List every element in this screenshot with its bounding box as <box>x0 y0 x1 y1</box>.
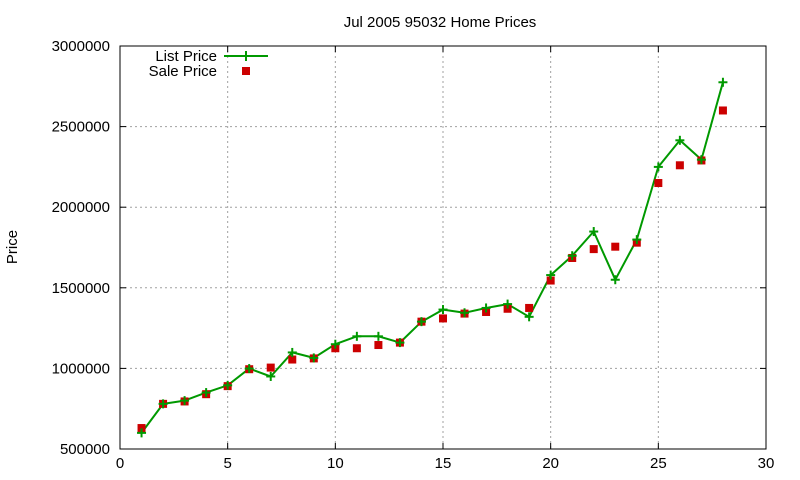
point-sale-price <box>439 314 447 323</box>
plot-frame <box>119 45 767 450</box>
point-sale-price <box>288 355 297 364</box>
point-list-price <box>223 380 233 390</box>
point-list-price <box>137 428 147 438</box>
y-tick-label: 3000000 <box>52 38 110 55</box>
legend-marker-list-price <box>241 51 251 61</box>
point-list-price <box>416 317 426 327</box>
point-list-price <box>481 303 491 313</box>
legend-label-list-price: List Price <box>155 48 217 65</box>
point-list-price <box>438 305 448 315</box>
point-list-price <box>330 339 340 349</box>
y-tick-label: 2500000 <box>52 119 110 136</box>
point-sale-price <box>611 242 620 251</box>
x-tick-label: 0 <box>116 455 124 472</box>
point-list-price <box>395 338 405 348</box>
point-list-price <box>158 399 168 409</box>
point-sale-price <box>546 276 555 285</box>
point-sale-price <box>266 363 275 372</box>
legend-label-sale-price: Sale Price <box>149 63 217 80</box>
point-list-price <box>589 227 599 237</box>
point-list-price <box>373 331 383 341</box>
point-sale-price <box>675 161 684 170</box>
point-list-price <box>352 331 362 341</box>
series-line-list-price <box>140 82 724 434</box>
point-sale-price <box>718 106 727 115</box>
point-list-price <box>524 312 534 322</box>
point-list-price <box>567 251 577 261</box>
point-list-price <box>287 347 297 357</box>
y-tick-label: 1000000 <box>52 360 110 377</box>
point-list-price <box>244 364 254 374</box>
y-axis-label: Price <box>4 230 21 264</box>
point-sale-price <box>654 179 663 188</box>
point-list-price <box>546 270 556 280</box>
legend-marker-sale-price <box>242 67 250 75</box>
point-sale-price <box>589 245 598 254</box>
point-list-price <box>718 77 728 87</box>
y-tick-label: 500000 <box>60 441 110 458</box>
y-tick-label: 1500000 <box>52 280 110 297</box>
point-list-price <box>503 299 513 309</box>
x-tick-label: 25 <box>650 455 667 472</box>
chart-title: Jul 2005 95032 Home Prices <box>344 14 537 31</box>
point-list-price <box>180 396 190 406</box>
x-tick-label: 30 <box>758 455 775 472</box>
point-list-price <box>610 275 620 285</box>
tick-labels: 0 5 10 15 20 25 30 500000 1000000 1500000 2000000 2… <box>52 38 775 472</box>
point-sale-price <box>525 303 534 312</box>
x-tick-label: 10 <box>327 455 344 472</box>
point-sale-price <box>503 304 512 313</box>
point-list-price <box>632 235 642 245</box>
x-tick-label: 5 <box>223 455 231 472</box>
point-list-price <box>266 371 276 381</box>
point-list-price <box>201 388 211 398</box>
y-tick-label: 2000000 <box>52 199 110 216</box>
point-list-price <box>675 135 685 145</box>
x-tick-label: 15 <box>435 455 452 472</box>
legend: List Price Sale Price <box>149 48 268 80</box>
point-sale-price <box>137 424 146 433</box>
plot-series <box>137 77 728 438</box>
x-tick-label: 20 <box>542 455 559 472</box>
point-list-price <box>653 162 663 172</box>
point-list-price <box>696 155 706 165</box>
point-sale-price <box>374 341 383 350</box>
point-list-price <box>460 308 470 318</box>
point-sale-price <box>352 344 361 353</box>
point-list-price <box>309 353 319 363</box>
